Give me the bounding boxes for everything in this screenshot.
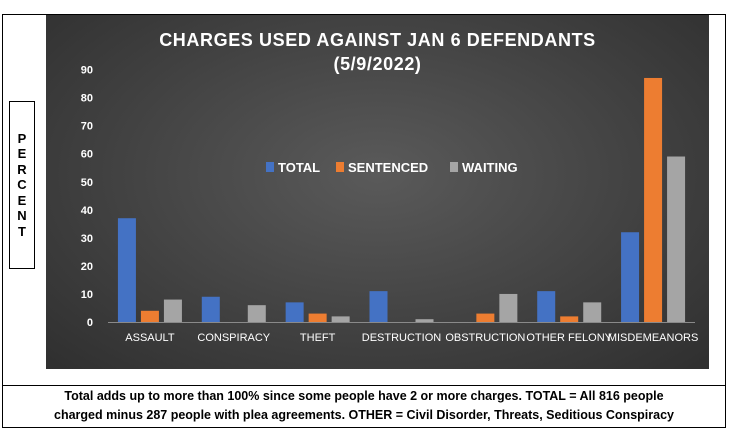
bar-total-destruction	[369, 291, 388, 322]
x-tick-label: CONSPIRACY	[197, 332, 270, 344]
x-tick-label: OTHER FELONY	[526, 332, 612, 344]
footnote-line1: Total adds up to more than 100% since so…	[64, 389, 664, 403]
bar-sentenced-theft	[308, 313, 327, 322]
bar-waiting-assault	[163, 299, 182, 322]
x-tick-label: MISDEMEANORS	[608, 332, 698, 344]
bar-waiting-misdemeanors	[667, 156, 686, 322]
x-tick-label: ASSAULT	[125, 332, 175, 344]
legend-swatch-sentenced	[336, 162, 344, 172]
bar-total-theft	[285, 302, 304, 322]
legend-label-waiting: WAITING	[462, 160, 518, 175]
y-tick-label: 10	[81, 289, 93, 301]
y-axis-label-letter: T	[18, 223, 26, 239]
bar-waiting-other-felony	[583, 302, 602, 322]
x-tick-label: DESTRUCTION	[362, 332, 442, 344]
y-axis-label-letter: E	[17, 192, 27, 208]
y-tick-label: 30	[81, 233, 93, 245]
y-tick-label: 20	[81, 261, 93, 273]
y-tick-label: 80	[81, 93, 93, 105]
legend-label-total: TOTAL	[278, 160, 320, 175]
legend-label-sentenced: SENTENCED	[348, 160, 428, 175]
bar-waiting-destruction	[415, 319, 434, 322]
bar-total-conspiracy	[201, 296, 220, 322]
bar-total-assault	[117, 218, 136, 322]
bar-waiting-theft	[331, 316, 350, 322]
figure-frame	[2, 14, 726, 428]
bar-total-other-felony	[537, 291, 556, 322]
y-tick-label: 50	[81, 177, 93, 189]
y-axis-label-letter: C	[17, 177, 27, 193]
y-axis-label-letter: P	[17, 130, 27, 146]
bar-sentenced-misdemeanors	[644, 77, 663, 322]
chart-title-line2: (5/9/2022)	[333, 54, 422, 74]
footnote-divider	[2, 385, 726, 386]
y-tick-label: 90	[81, 65, 93, 77]
x-tick-label: OBSTRUCTION	[445, 332, 525, 344]
y-tick-label: 70	[81, 121, 93, 133]
legend-swatch-waiting	[450, 162, 458, 172]
bar-sentenced-obstruction	[476, 313, 495, 322]
footnote: Total adds up to more than 100% since so…	[2, 387, 726, 427]
y-axis-label-letter: R	[17, 161, 27, 177]
bar-waiting-obstruction	[499, 293, 518, 322]
chart-title-line1: CHARGES USED AGAINST JAN 6 DEFENDANTS	[159, 30, 596, 50]
footnote-line2: charged minus 287 people with plea agree…	[54, 408, 674, 422]
y-tick-label: 60	[81, 149, 93, 161]
x-tick-label: THEFT	[300, 332, 336, 344]
legend-swatch-total	[266, 162, 274, 172]
bar-waiting-conspiracy	[247, 305, 266, 322]
y-axis-label-letter: N	[17, 208, 27, 224]
y-tick-label: 40	[81, 205, 93, 217]
bar-sentenced-assault	[140, 310, 159, 322]
bar-sentenced-other-felony	[560, 316, 579, 322]
y-tick-label: 0	[87, 317, 93, 329]
bar-total-misdemeanors	[621, 232, 640, 322]
y-axis-label-letter: E	[17, 146, 27, 162]
chart-title: CHARGES USED AGAINST JAN 6 DEFENDANTS (5…	[46, 28, 709, 76]
